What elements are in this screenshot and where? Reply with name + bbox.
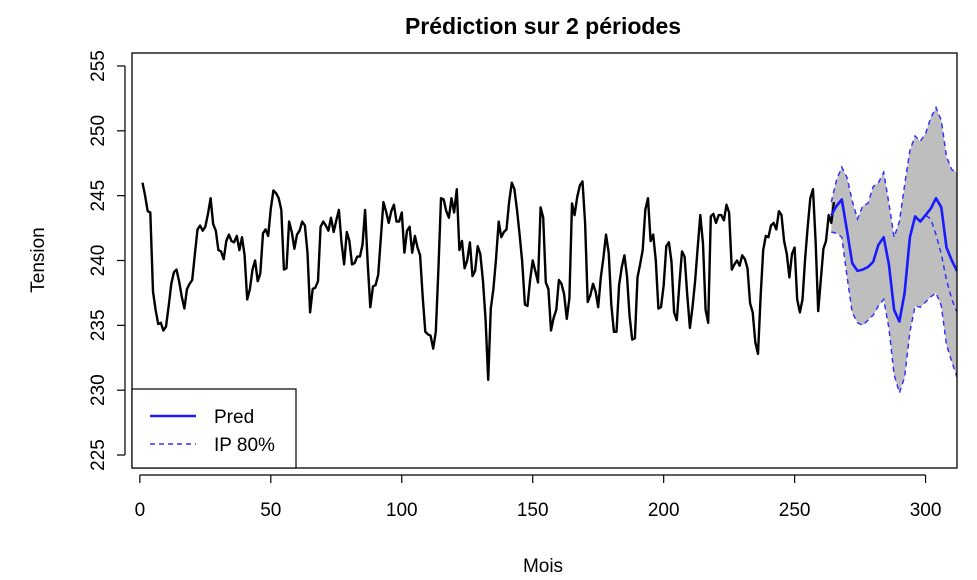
- y-tick-label: 240: [88, 245, 109, 277]
- y-tick-label: 230: [88, 374, 109, 406]
- legend: Pred IP 80%: [131, 388, 297, 469]
- y-tick-label: 235: [88, 309, 109, 341]
- axis-ticks: 0 50 100 150 200 250 300 225 230 235 240 245 250 255: [88, 50, 941, 521]
- y-tick-label: 250: [88, 115, 109, 147]
- y-tick-label: 255: [88, 50, 109, 82]
- x-tick-label: 100: [386, 500, 418, 521]
- pred-series-line: [830, 196, 957, 323]
- legend-label-ip80: IP 80%: [214, 435, 275, 456]
- x-tick-label: 50: [260, 500, 281, 521]
- chart-title: Prédiction sur 2 périodes: [405, 13, 681, 39]
- y-axis-title: Tension: [28, 227, 49, 293]
- plot-frame: [131, 52, 958, 469]
- x-tick-label: 200: [648, 500, 680, 521]
- series-group: [141, 105, 957, 396]
- ip-80-band: [831, 107, 957, 393]
- legend-label-pred: Pred: [214, 407, 254, 428]
- plot-area: [141, 105, 957, 396]
- ip-80-upper-line: [830, 105, 957, 238]
- legend-box: [131, 388, 297, 469]
- y-tick-label: 245: [88, 180, 109, 212]
- x-tick-label: 0: [135, 500, 146, 521]
- observed-series-line: [141, 180, 836, 381]
- y-tick-label: 225: [88, 439, 109, 471]
- x-tick-label: 150: [517, 500, 549, 521]
- x-axis-title: Mois: [523, 556, 563, 577]
- x-tick-label: 250: [779, 500, 811, 521]
- x-tick-label: 300: [910, 500, 942, 521]
